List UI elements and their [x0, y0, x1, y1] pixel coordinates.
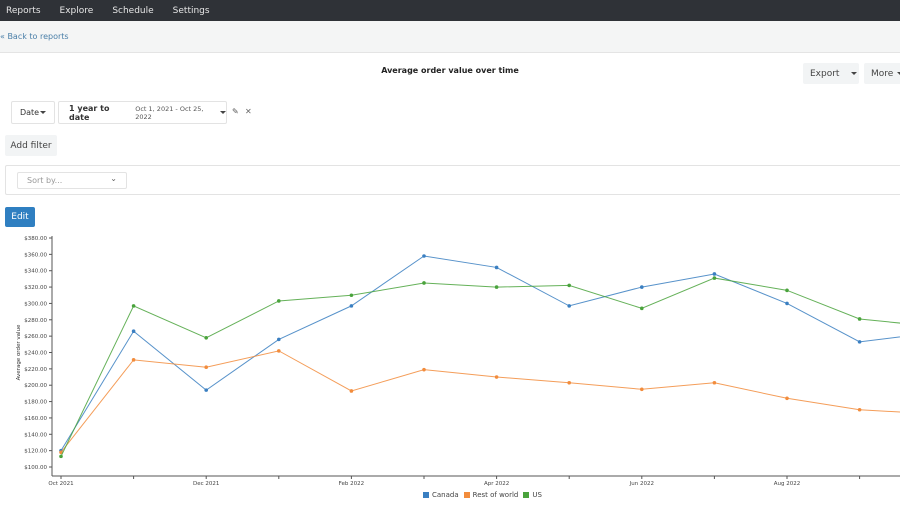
caret-down-icon	[851, 72, 858, 75]
data-point-us	[857, 317, 862, 321]
data-point-canada	[640, 285, 644, 289]
top-nav: Reports Explore Schedule Settings	[0, 0, 900, 21]
more-label: More	[871, 68, 894, 79]
x-tick-label: Oct 2021	[48, 481, 73, 487]
data-point-rest-of-world	[640, 387, 644, 392]
nav-settings[interactable]: Settings	[172, 5, 210, 16]
y-tick-label: $100.00	[24, 465, 47, 471]
data-point-rest-of-world	[349, 389, 354, 393]
data-point-canada	[204, 388, 208, 392]
data-point-rest-of-world	[712, 380, 717, 385]
legend-us[interactable]: US	[532, 491, 542, 499]
legend-swatch-canada	[423, 492, 429, 498]
chart-legend: Canada Rest of world US	[418, 491, 542, 499]
y-tick-label: $300.00	[24, 301, 47, 307]
data-point-us	[59, 454, 63, 459]
data-point-canada	[131, 329, 136, 334]
data-point-canada	[567, 304, 571, 308]
x-tick-label: Aug 2022	[774, 481, 801, 487]
data-point-us	[131, 304, 136, 308]
report-panel	[0, 52, 900, 506]
y-tick-label: $120.00	[24, 449, 47, 455]
close-icon[interactable]: ✕	[245, 107, 252, 116]
caret-down-icon	[897, 72, 900, 75]
date-range-dates: Oct 1, 2021 - Oct 25, 2022	[135, 104, 204, 121]
x-tick-label: Dec 2021	[193, 481, 219, 487]
legend-canada[interactable]: Canada	[432, 491, 459, 499]
date-label: Date	[19, 108, 40, 117]
data-point-us	[712, 276, 717, 280]
data-point-us	[640, 306, 644, 311]
data-point-rest-of-world	[277, 349, 281, 353]
caret-down-icon	[220, 111, 226, 114]
y-tick-label: $340.00	[24, 269, 47, 275]
data-point-rest-of-world	[857, 407, 862, 412]
data-point-us	[567, 283, 571, 288]
y-tick-label: $380.00	[24, 236, 47, 242]
export-button[interactable]: Export	[803, 63, 859, 84]
y-tick-label: $260.00	[24, 334, 47, 340]
add-filter-button[interactable]: Add filter	[5, 135, 57, 156]
y-tick-label: $140.00	[24, 432, 47, 438]
y-tick-label: $240.00	[24, 351, 47, 357]
data-point-us	[494, 285, 499, 289]
legend-swatch-rest-of-world	[463, 492, 470, 498]
legend-rest-of-world[interactable]: Rest of world	[472, 491, 519, 499]
data-point-canada	[422, 254, 426, 258]
date-range-picker[interactable]: 1 year to date Oct 1, 2021 - Oct 25, 2022	[58, 101, 227, 124]
data-point-canada	[857, 340, 862, 344]
data-point-rest-of-world	[785, 396, 789, 401]
series-line-canada	[60, 255, 900, 451]
series-line-us	[60, 277, 900, 457]
report-title: Average order value over time	[381, 66, 519, 75]
nav-explore[interactable]: Explore	[59, 5, 94, 16]
data-point-canada	[785, 301, 789, 306]
data-point-us	[277, 299, 281, 303]
y-tick-label: $200.00	[24, 383, 47, 389]
x-tick-label: Apr 2022	[484, 481, 509, 487]
sort-bar	[5, 165, 900, 195]
data-point-canada	[494, 265, 499, 270]
legend-swatch-us	[523, 492, 530, 498]
nav-schedule[interactable]: Schedule	[112, 5, 154, 16]
data-point-us	[422, 281, 426, 285]
data-point-canada	[277, 337, 281, 342]
y-tick-label: $160.00	[24, 416, 47, 422]
y-tick-label: $280.00	[24, 318, 47, 324]
y-tick-label: $180.00	[24, 400, 47, 406]
edit-button[interactable]: Edit	[5, 207, 35, 227]
caret-down-icon	[40, 111, 47, 114]
data-point-rest-of-world	[59, 450, 63, 455]
y-axis-label: Average order value	[16, 324, 22, 380]
x-tick-label: Feb 2022	[339, 481, 364, 487]
data-point-rest-of-world	[494, 375, 499, 379]
series-line-rest-of-world	[60, 350, 900, 453]
data-point-us	[785, 288, 789, 293]
data-point-rest-of-world	[131, 358, 136, 362]
y-tick-label: $320.00	[24, 285, 47, 291]
data-point-us	[204, 335, 208, 340]
data-point-rest-of-world	[422, 367, 426, 372]
sort-by-select[interactable]: Sort by... ⌄	[17, 172, 127, 189]
chevron-down-icon: ⌄	[110, 174, 117, 183]
data-point-us	[349, 293, 354, 298]
back-to-reports-link[interactable]: « Back to reports	[0, 32, 69, 41]
data-point-canada	[712, 272, 717, 276]
data-point-rest-of-world	[204, 365, 208, 370]
x-tick-label: Jun 2022	[629, 481, 654, 487]
nav-reports[interactable]: Reports	[6, 5, 41, 16]
more-button[interactable]: More	[864, 63, 900, 84]
export-label: Export	[810, 68, 840, 79]
y-tick-label: $360.00	[24, 252, 47, 258]
pencil-icon[interactable]: ✎	[232, 107, 239, 116]
sort-placeholder: Sort by...	[27, 176, 63, 185]
date-range-label: 1 year to date	[69, 103, 110, 122]
y-tick-label: $220.00	[24, 367, 47, 373]
data-point-canada	[349, 304, 354, 308]
date-dimension-button[interactable]: Date	[11, 101, 55, 124]
data-point-rest-of-world	[567, 380, 571, 385]
